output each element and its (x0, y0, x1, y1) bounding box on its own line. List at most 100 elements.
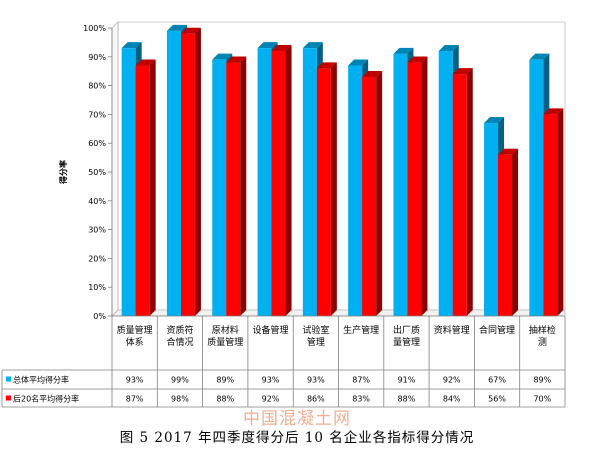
figure-caption: 图 5 2017 年四季度得分后 10 名企业各指标得分情况 (119, 430, 475, 446)
bar-top (407, 56, 428, 63)
bar (393, 53, 408, 317)
x-category-label: 出厂质 (393, 324, 420, 336)
bar-top (362, 70, 383, 77)
bar-top (543, 108, 564, 115)
plot-side-wall (111, 21, 119, 317)
y-tick-label: 20% (88, 254, 106, 263)
bar (316, 68, 331, 316)
y-tick-label: 100% (83, 24, 106, 33)
bar-side (512, 148, 519, 316)
bar-side (557, 108, 564, 317)
x-category-label: 资料管理 (434, 324, 470, 336)
x-category-label: 质量管理 (117, 324, 153, 336)
x-category-label: 质量管理 (207, 336, 243, 348)
bar-top (529, 53, 550, 60)
bar (271, 51, 286, 316)
bar (212, 59, 227, 317)
x-category-label: 试验室 (302, 324, 329, 336)
data-label: 88% (216, 395, 234, 404)
legend-label: 后20名平均得分率 (13, 394, 79, 404)
bar-side (421, 56, 428, 317)
bar-side (466, 68, 473, 316)
bar (362, 76, 377, 317)
data-label: 93% (126, 376, 144, 385)
y-tick-label: 80% (88, 82, 106, 91)
data-label: 67% (488, 376, 506, 385)
bar (135, 65, 150, 316)
bar-top (498, 148, 519, 155)
y-tick-label: 90% (88, 53, 106, 62)
bar (302, 48, 317, 316)
data-label: 88% (398, 395, 416, 404)
y-tick-label: 60% (88, 139, 106, 148)
data-label: 92% (443, 376, 461, 385)
bar-top (121, 42, 142, 49)
bar-side (285, 45, 292, 316)
x-category-label: 设备管理 (253, 324, 289, 336)
bar (543, 114, 558, 317)
bar-top (166, 24, 187, 31)
data-label: 84% (443, 395, 461, 404)
bar-side (194, 27, 201, 316)
x-category-label: 量管理 (393, 336, 420, 348)
data-label: 89% (216, 376, 234, 385)
bar-chart: 0% 10% 20% 30% 40% 50% 60% 70% 80% 90% 100% 得分率质量管理… (1, 21, 566, 408)
x-category-label: 生产管理 (343, 324, 379, 336)
data-label: 92% (262, 395, 280, 404)
y-axis-label: 得分率 (58, 160, 68, 185)
data-label: 93% (262, 376, 280, 385)
bar-top (135, 59, 156, 66)
data-label: 70% (533, 395, 551, 404)
bar-top (484, 117, 505, 124)
y-tick-label: 10% (88, 283, 106, 292)
x-category-label: 管理 (307, 336, 325, 348)
bar (498, 154, 513, 316)
bar (166, 30, 181, 316)
x-category-label: 抽样检 (529, 324, 556, 336)
bar (180, 33, 195, 316)
watermark-text: 中国混凝土网 (243, 409, 351, 429)
bar (121, 48, 136, 316)
bar-side (376, 70, 383, 317)
x-category-label: 测 (538, 337, 547, 348)
bar (438, 51, 453, 316)
bar-top (271, 45, 292, 52)
bar-top (302, 42, 323, 49)
bar-top (393, 47, 414, 54)
y-tick-label: 40% (88, 197, 106, 206)
y-tick-label: 30% (88, 226, 106, 235)
data-label: 56% (488, 395, 506, 404)
legend-label: 总体平均得分率 (13, 375, 69, 385)
bar (529, 59, 544, 317)
bar-top (180, 27, 201, 34)
bar-side (330, 62, 337, 316)
x-category-label: 合情况 (166, 336, 193, 348)
x-category-label: 资质符 (166, 324, 193, 336)
bar-top (226, 56, 247, 63)
legend-swatch (6, 376, 11, 382)
data-label: 89% (533, 376, 551, 385)
data-label: 98% (171, 395, 189, 404)
bar (226, 62, 241, 317)
bar (452, 74, 467, 316)
bar-side (149, 59, 156, 316)
bar (484, 123, 499, 316)
bar-top (348, 59, 369, 66)
x-category-label: 原材料 (212, 324, 239, 336)
bar (257, 48, 272, 316)
data-label: 87% (352, 376, 370, 385)
bar-top (452, 68, 473, 75)
bar-top (438, 45, 459, 52)
x-category-label: 合同管理 (479, 324, 515, 336)
data-label: 93% (307, 376, 325, 385)
bar-side (240, 56, 247, 317)
bar-top (257, 42, 278, 49)
data-label: 91% (398, 376, 416, 385)
data-label: 83% (352, 395, 370, 404)
x-category-label: 体系 (126, 336, 144, 348)
bar (348, 65, 363, 316)
bar-top (212, 53, 233, 60)
bar (407, 62, 422, 317)
data-label: 86% (307, 395, 325, 404)
y-tick-label: 70% (88, 110, 106, 119)
